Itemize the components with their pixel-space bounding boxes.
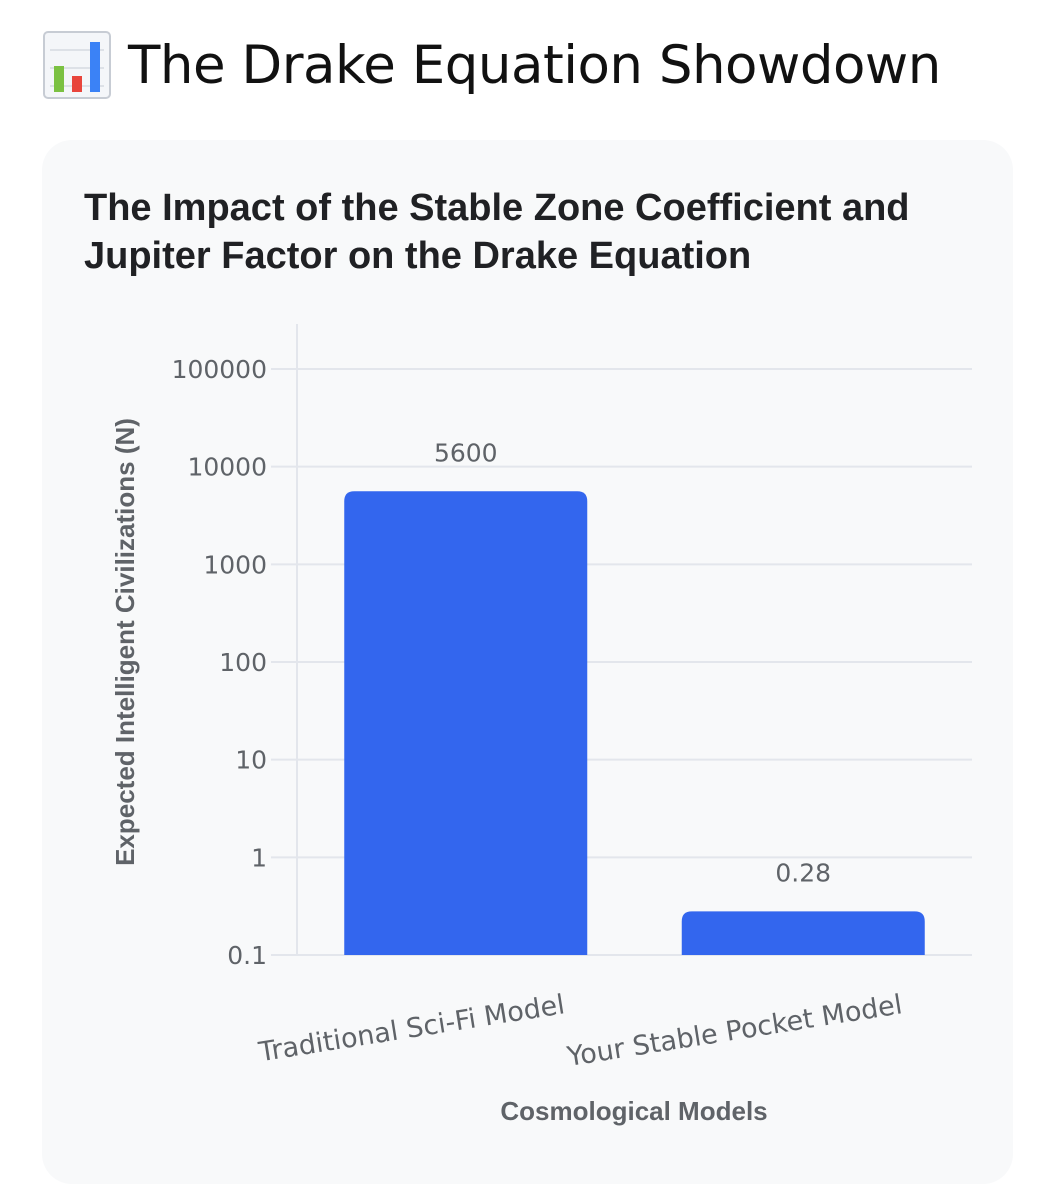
bar-chart: 0.1 1 10 100 1000 10000 100000 5600 Traditional … [110,324,972,1126]
bar [344,491,588,955]
bar [681,911,925,955]
y-tick-label: 0.1 [227,941,267,970]
chart-card: The Impact of the Stable Zone Coefficien… [42,140,1013,1184]
x-tick-label: Your Stable Pocket Model [564,989,904,1073]
x-tick-label: Traditional Sci-Fi Model [256,989,567,1068]
y-tick-label: 10000 [187,453,267,482]
y-axis-title: Expected Intelligent Civilizations (N) [110,418,140,866]
header: The Drake Equation Showdown [42,30,941,100]
y-tick-label: 10 [235,746,267,775]
y-tick-label: 1 [251,843,267,872]
chart-title: The Impact of the Stable Zone Coefficien… [84,187,910,277]
y-tick-label: 1000 [203,550,267,579]
bar-chart-icon [43,31,111,99]
page-title: The Drake Equation Showdown [128,34,941,96]
y-tick-label: 100 [219,648,267,677]
data-label: 5600 [434,438,498,467]
data-label: 0.28 [775,858,831,887]
y-tick-label: 100000 [172,355,267,384]
x-axis-title: Cosmological Models [500,1096,767,1126]
